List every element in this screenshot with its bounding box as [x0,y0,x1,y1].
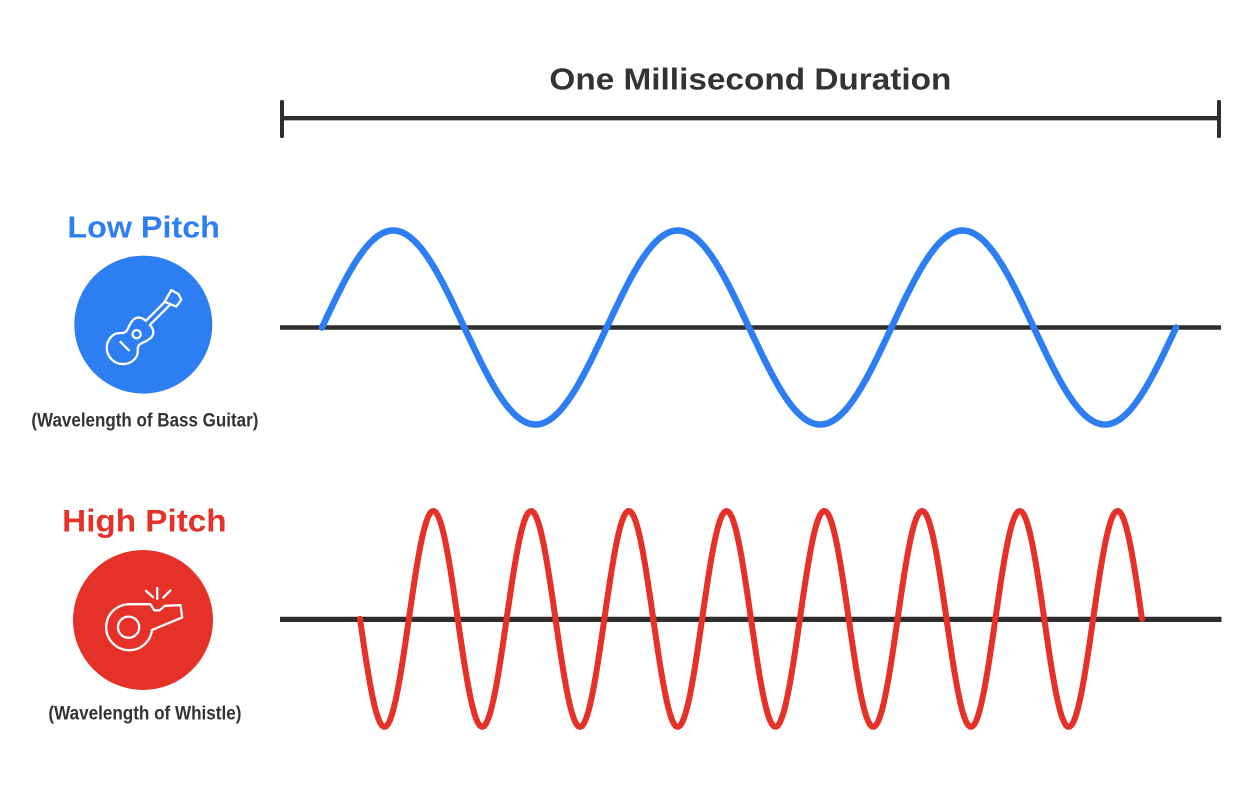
svg-text:High Pitch: High Pitch [62,503,226,538]
svg-text:One Millisecond Duration: One Millisecond Duration [549,63,951,97]
svg-text:(Wavelength of Bass Guitar): (Wavelength of Bass Guitar) [31,411,258,432]
svg-text:(Wavelength of Whistle): (Wavelength of Whistle) [48,704,241,725]
svg-text:Low Pitch: Low Pitch [67,210,220,245]
